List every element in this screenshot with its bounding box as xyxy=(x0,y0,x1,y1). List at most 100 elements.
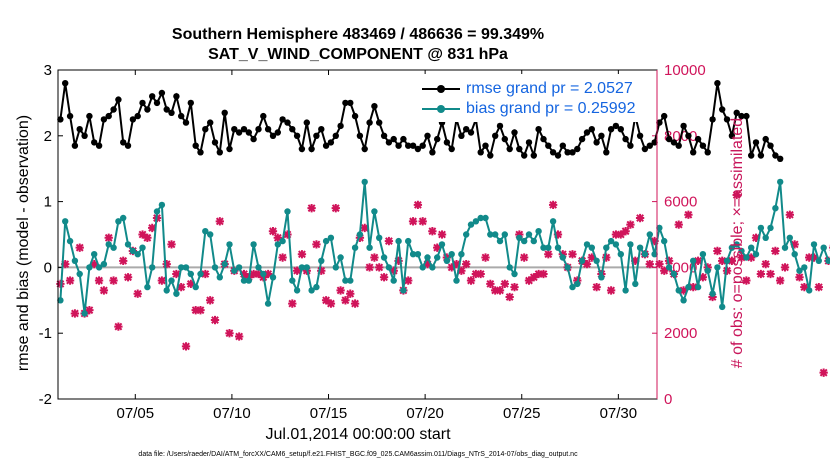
rmse-point xyxy=(139,99,146,107)
obs-assimilated-marker xyxy=(500,279,509,289)
rmse-point xyxy=(463,126,470,133)
obs-assimilated-marker xyxy=(611,230,621,239)
bias-point xyxy=(791,251,798,258)
bias-point xyxy=(728,244,736,251)
bias-point xyxy=(187,270,194,278)
obs-assimilated-marker xyxy=(157,276,167,285)
obs-assimilated-marker xyxy=(177,282,186,292)
obs-assimilated-marker xyxy=(602,253,611,262)
obs-assimilated-marker xyxy=(297,250,307,259)
rmse-point xyxy=(327,139,335,146)
obs-assimilated-marker xyxy=(713,246,722,256)
bias-point xyxy=(153,208,161,215)
obs-assimilated-marker xyxy=(471,269,481,279)
obs-assimilated-marker xyxy=(756,269,766,279)
obs-assimilated-marker xyxy=(119,256,128,265)
y-tick-label-right: 0 xyxy=(664,391,672,408)
rmse-point xyxy=(409,142,417,149)
obs-assimilated-marker xyxy=(447,263,456,272)
obs-assimilated-marker xyxy=(278,253,287,262)
bias-point xyxy=(221,260,228,268)
bias-point xyxy=(472,218,480,225)
obs-assimilated-marker xyxy=(99,286,109,295)
rmse-point xyxy=(607,126,615,133)
rmse-point xyxy=(395,142,402,149)
bias-point xyxy=(250,241,257,248)
bias-point xyxy=(825,257,830,264)
rmse-point xyxy=(685,132,692,139)
rmse-point xyxy=(231,126,238,133)
bias-point xyxy=(607,237,615,245)
bias-point xyxy=(578,257,586,264)
rmse-point xyxy=(429,149,436,156)
bias-point xyxy=(231,267,238,274)
obs-assimilated-marker xyxy=(771,246,780,256)
rmse-point xyxy=(501,135,508,143)
bias-point xyxy=(347,277,354,284)
rmse-point xyxy=(356,132,364,139)
rmse-point xyxy=(511,129,518,136)
rmse-point xyxy=(95,142,103,149)
rmse-point xyxy=(226,145,233,153)
rmse-point xyxy=(583,129,591,136)
bias-point xyxy=(569,283,576,291)
obs-assimilated-marker xyxy=(466,276,476,285)
rmse-point xyxy=(86,112,93,120)
obs-assimilated-marker xyxy=(529,273,538,282)
bias-point xyxy=(748,244,755,251)
bias-point xyxy=(723,257,731,264)
rmse-point xyxy=(260,112,267,120)
bias-point xyxy=(95,264,103,271)
bias-point xyxy=(134,251,141,258)
obs-assimilated-marker xyxy=(491,286,500,295)
obs-assimilated-marker xyxy=(312,240,321,249)
rmse-point xyxy=(487,152,494,159)
obs-assimilated-marker xyxy=(476,269,485,279)
bias-point xyxy=(298,264,306,271)
rmse-point xyxy=(743,112,750,120)
bias-point xyxy=(564,264,571,271)
obs-assimilated-marker xyxy=(660,266,669,275)
obs-assimilated-marker xyxy=(751,233,761,242)
rmse-point xyxy=(651,139,658,146)
obs-assimilated-marker xyxy=(437,230,447,239)
bias-point xyxy=(207,231,214,238)
bias-point xyxy=(733,241,740,248)
rmse-point xyxy=(153,99,161,107)
bias-point xyxy=(525,231,533,238)
bias-point xyxy=(129,247,137,255)
obs-assimilated-marker xyxy=(534,269,543,279)
rmse-point xyxy=(564,149,571,156)
bias-point xyxy=(371,208,378,215)
rmse-point xyxy=(443,139,451,146)
rmse-point xyxy=(656,119,663,126)
bias-point xyxy=(322,237,330,245)
obs-assimilated-marker xyxy=(800,282,809,292)
rmse-point xyxy=(163,106,170,113)
bias-point xyxy=(757,224,765,232)
bias-point xyxy=(105,241,112,248)
obs-assimilated-marker xyxy=(418,217,427,226)
bias-point xyxy=(540,244,547,251)
bias-point xyxy=(767,224,774,232)
obs-assimilated-marker xyxy=(742,276,751,285)
obs-assimilated-marker xyxy=(350,299,360,308)
rmse-point xyxy=(617,126,624,133)
obs-assimilated-marker xyxy=(698,273,708,282)
bias-point xyxy=(366,244,373,251)
rmse-point xyxy=(81,132,88,139)
rmse-point xyxy=(588,126,595,133)
rmse-point xyxy=(434,135,441,143)
bias-point xyxy=(530,237,537,245)
bias-point xyxy=(351,244,359,251)
bias-point xyxy=(260,270,267,278)
bias-point xyxy=(690,257,697,264)
bias-point xyxy=(752,251,760,258)
obs-assimilated-marker xyxy=(94,276,104,285)
rmse-point xyxy=(728,132,736,139)
rmse-point xyxy=(110,106,117,113)
bias-point xyxy=(245,277,252,284)
obs-assimilated-marker xyxy=(495,286,505,295)
bias-point xyxy=(487,231,494,238)
bias-point xyxy=(409,251,417,258)
